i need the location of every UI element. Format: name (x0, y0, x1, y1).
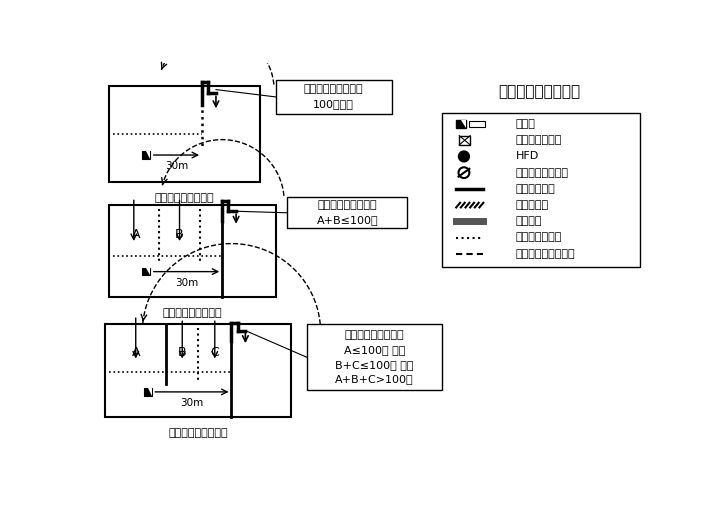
Text: モーターダンパー: モーターダンパー (516, 168, 569, 177)
Text: 隣接する室＝排煙室: 隣接する室＝排煙室 (168, 428, 228, 437)
Bar (456, 120, 466, 128)
Text: A: A (131, 346, 140, 359)
Polygon shape (148, 388, 151, 396)
Bar (460, 136, 470, 145)
Text: 隣接する室＝排煙室: 隣接する室＝排煙室 (155, 193, 214, 203)
Text: 排煙垂シャフト: 排煙垂シャフト (516, 135, 562, 145)
Bar (288, 197, 407, 228)
Bar (105, 325, 291, 417)
Bar (470, 121, 485, 127)
Text: 隣接する室＝排煙室: 隣接する室＝排煙室 (163, 309, 222, 318)
Text: 耕火ダクト: 耕火ダクト (516, 200, 549, 210)
Circle shape (459, 151, 470, 162)
Bar (109, 205, 275, 298)
Bar (442, 113, 640, 267)
Text: 30m: 30m (175, 278, 198, 288)
Text: 防煙区画たれ壁: 防煙区画たれ壁 (516, 232, 562, 243)
Text: 凡例（以下同じ。）: 凡例（以下同じ。） (498, 84, 580, 99)
Bar (307, 325, 442, 390)
Text: A: A (132, 228, 141, 241)
Text: 防火区画: 防火区画 (516, 216, 542, 227)
Bar (109, 86, 260, 182)
Text: 排煙口を設けない室
A≤100㎡ かつ
B+C≤100㎡ かつ
A+B+C>100㎡: 排煙口を設けない室 A≤100㎡ かつ B+C≤100㎡ かつ A+B+C>10… (335, 330, 414, 384)
Polygon shape (461, 120, 466, 128)
Text: 排煙口を設けない室
A+B≤100㎡: 排煙口を設けない室 A+B≤100㎡ (316, 200, 378, 225)
Polygon shape (146, 151, 150, 159)
Text: 30m: 30m (180, 398, 204, 408)
Bar (144, 388, 151, 396)
Text: 排煙口を設けない室
100㎡以下: 排煙口を設けない室 100㎡以下 (304, 85, 364, 109)
Bar (143, 268, 150, 276)
Text: 通常のダクト: 通常のダクト (516, 184, 556, 194)
Polygon shape (146, 268, 150, 276)
Text: 30m: 30m (165, 161, 188, 171)
Text: 防煙区画間仕切り壁: 防煙区画間仕切り壁 (516, 248, 576, 259)
Circle shape (459, 167, 470, 178)
Text: C: C (210, 346, 219, 359)
Bar (275, 79, 392, 114)
Text: 排煙口: 排煙口 (516, 119, 536, 129)
Text: HFD: HFD (516, 151, 539, 161)
Text: B: B (178, 346, 186, 359)
Text: B: B (175, 228, 184, 241)
Bar (143, 151, 150, 159)
